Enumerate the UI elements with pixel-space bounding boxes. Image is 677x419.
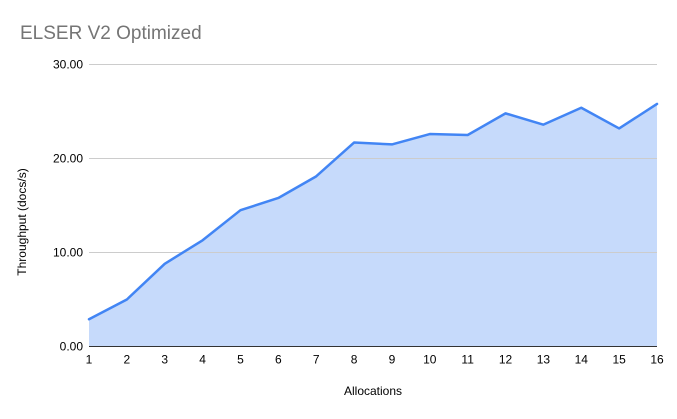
x-tick-label: 9 [389,353,396,367]
x-tick-label: 2 [124,353,131,367]
x-tick-label: 7 [313,353,320,367]
y-tick-label: 0.00 [60,340,84,354]
series-line [87,102,659,321]
y-tick-label: 10.00 [53,246,83,260]
x-tick-label: 3 [161,353,168,367]
x-tick-label: 8 [351,353,358,367]
x-tick-label: 5 [237,353,244,367]
x-tick-label: 10 [423,353,437,367]
x-tick-label: 16 [650,353,664,367]
x-tick-label: 11 [461,353,474,367]
x-axis-title: Allocations [343,384,403,398]
x-tick-label: 13 [537,353,551,367]
x-tick-label: 15 [612,353,626,367]
x-tick-label: 12 [499,353,513,367]
x-tick-label: 14 [575,353,589,367]
x-tick-label: 6 [275,353,282,367]
series-area-fill [89,103,657,347]
x-tick-label: 4 [199,353,206,367]
y-tick-label: 30.00 [53,58,83,72]
x-tick-label: 1 [86,353,93,367]
chart-title: ELSER V2 Optimized [20,23,202,44]
y-tick-label: 20.00 [53,152,83,166]
